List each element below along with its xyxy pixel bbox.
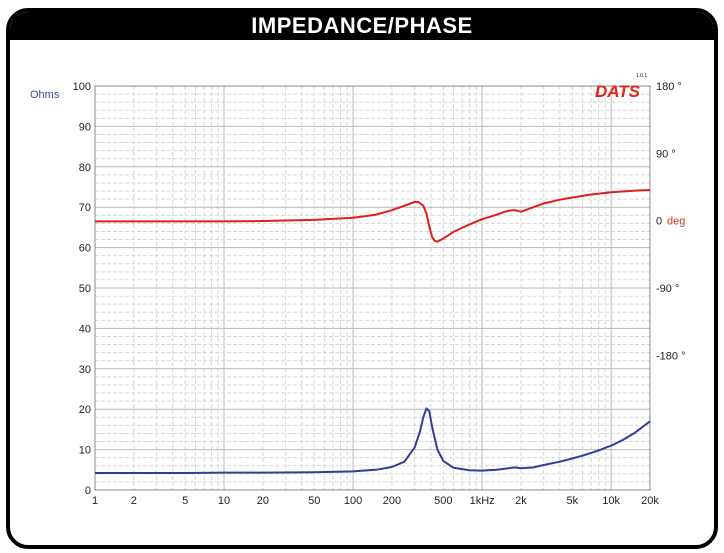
x-tick-label: 2 [131,495,137,507]
y-tick-label-right: -90 ° [656,283,679,295]
series [95,189,651,474]
y-tick-label-left: 70 [79,202,91,214]
x-tick-label: 1 [92,495,98,507]
y-tick-label-right: 90 ° [656,148,676,160]
x-tick-label: 500 [434,495,452,507]
y-tick-label-right: -180 ° [656,350,685,362]
y-tick-label-right: 0 [656,216,662,228]
x-tick-label: 200 [383,495,401,507]
version-label: 1.0.1 [636,73,647,79]
x-tick-label: 100 [344,495,362,507]
y-axis-label-left: Ohms [30,89,60,101]
x-tick-label: 1kHz [470,495,495,507]
y-tick-label-left: 90 [79,121,91,133]
y-tick-label-left: 10 [79,445,91,457]
y-tick-label-left: 60 [79,243,91,255]
y-tick-label-left: 0 [85,485,91,497]
x-tick-label: 5k [566,495,578,507]
x-tick-label: 50 [308,495,320,507]
chart-frame: IMPEDANCE/PHASE [6,8,718,549]
plot-border [94,85,651,491]
y-tick-label-left: 50 [79,283,91,295]
phase-series-line [95,189,651,243]
x-tick-label: 10 [218,495,230,507]
y-axis-label-right: deg [667,216,685,228]
axes: 0 10 20 30 40 50 60 70 80 90 100 180 ° 90 ° 0 -90 ° -18… [73,81,686,507]
y-tick-label-left: 100 [73,81,91,93]
y-tick-label-left: 80 [79,162,91,174]
x-tick-label: 2k [515,495,527,507]
y-tick-label-left: 40 [79,323,91,335]
brand-logo: DATS [595,82,641,101]
y-tick-label-right: 180 ° [656,81,682,93]
impedance-series-line [95,407,651,474]
x-tick-label: 20k [641,495,659,507]
y-tick-label-left: 30 [79,364,91,376]
x-tick-label: 5 [182,495,188,507]
y-tick-label-left: 20 [79,404,91,416]
x-tick-label: 10k [602,495,620,507]
chart-title: IMPEDANCE/PHASE [10,12,714,40]
x-tick-label: 20 [257,495,269,507]
grid [94,85,651,491]
